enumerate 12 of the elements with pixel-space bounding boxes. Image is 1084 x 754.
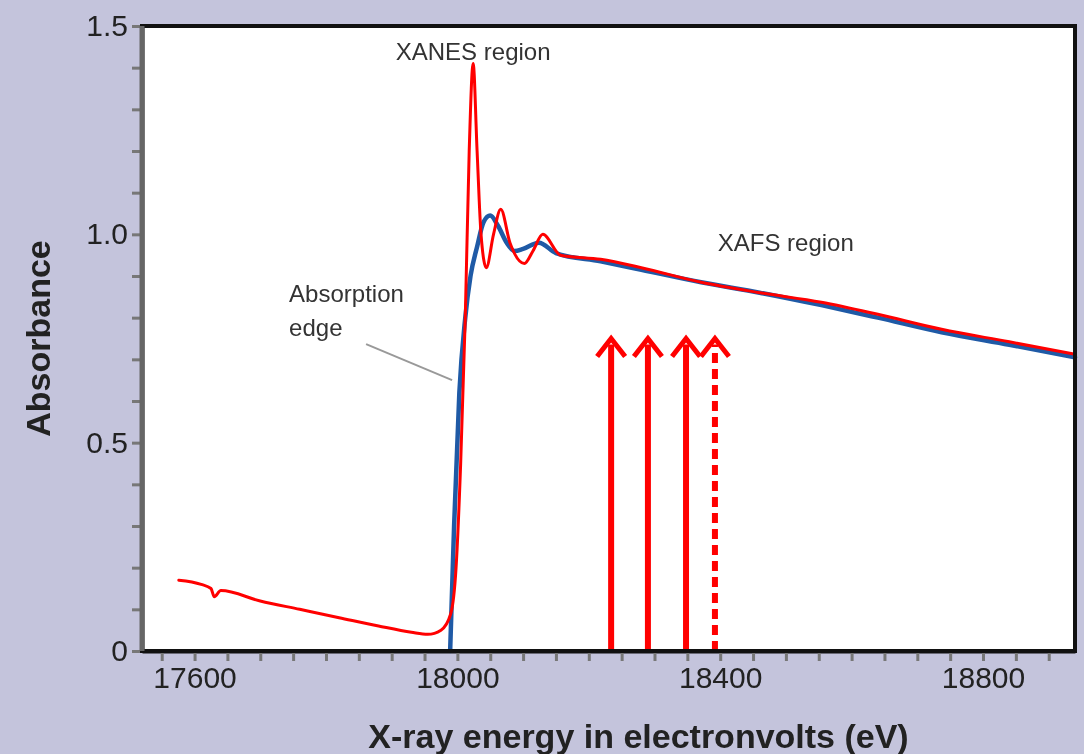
x-tick-label: 17600: [153, 661, 237, 695]
annotation: XAFS region: [717, 229, 854, 256]
x-tick-label: 18800: [941, 661, 1026, 695]
y-tick-label: 0.5: [86, 425, 128, 459]
annotation: Absorption edge: [289, 280, 404, 342]
annotation: XANES region: [395, 37, 551, 65]
y-tick-label: 1.0: [86, 217, 128, 251]
y-tick-label: 1.5: [86, 9, 128, 43]
x-tick-label: 18000: [416, 661, 500, 695]
y-tick-label: 0: [111, 634, 128, 668]
y-axis-title: Absorbance: [19, 240, 57, 437]
x-tick-label: 18400: [678, 661, 763, 695]
